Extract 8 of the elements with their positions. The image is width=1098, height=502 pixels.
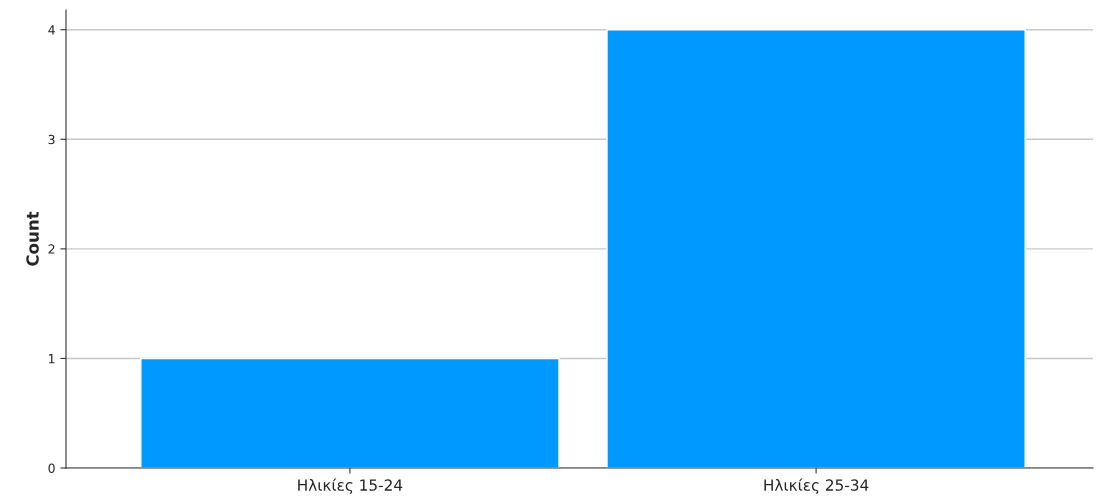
- x-tick-label: Ηλικίες 15-24: [298, 478, 403, 494]
- y-tick-label: 2: [48, 244, 55, 254]
- y-tick-label: 3: [48, 134, 55, 145]
- y-tick-label: 4: [48, 25, 55, 35]
- x-tick-label: Ηλικίες 25-34: [764, 478, 869, 494]
- y-tick-label: 0: [48, 463, 55, 473]
- y-axis-title: Count: [26, 211, 39, 266]
- y-tick-label: 1: [49, 354, 55, 364]
